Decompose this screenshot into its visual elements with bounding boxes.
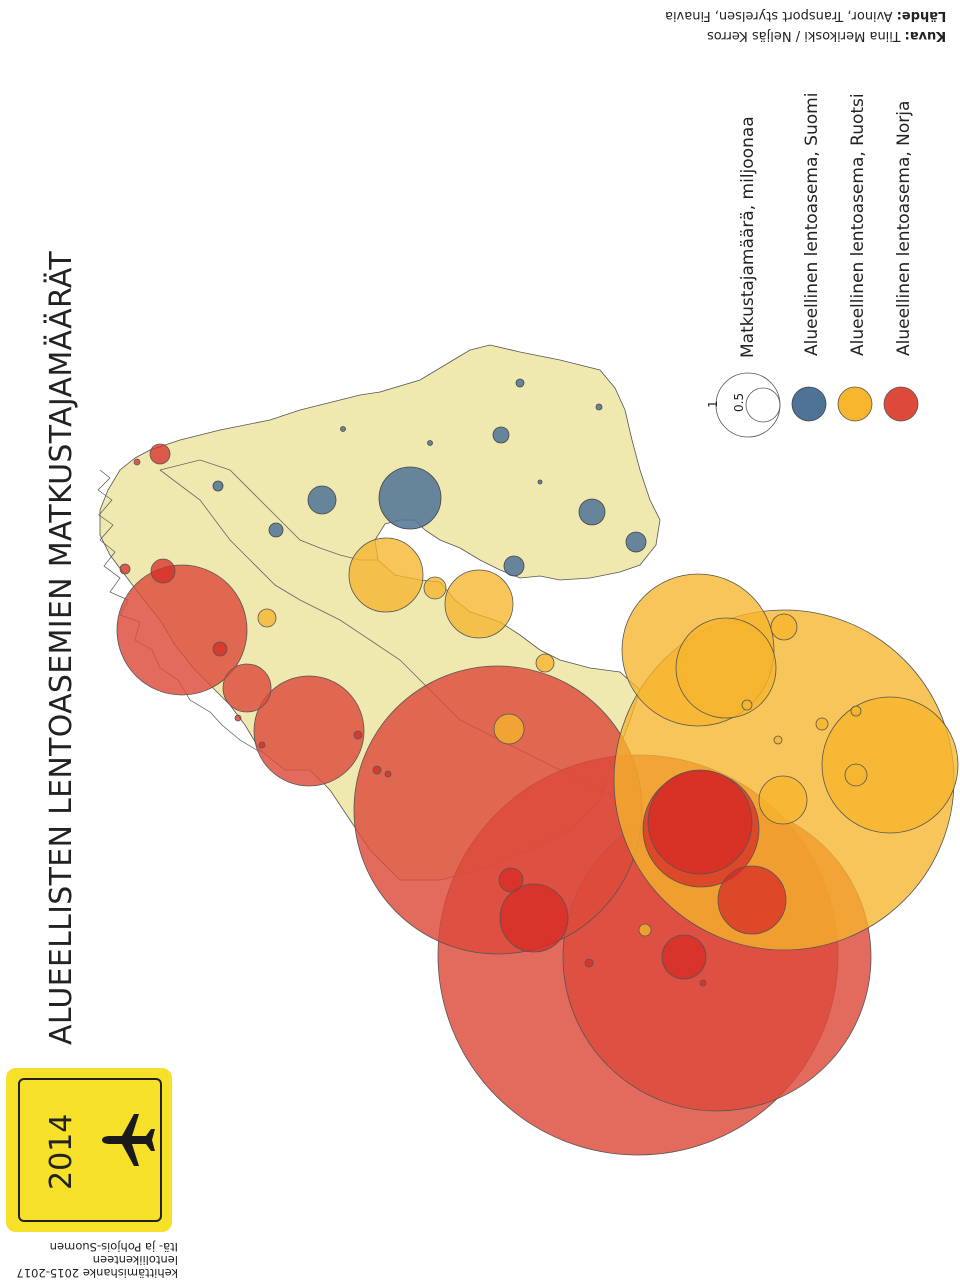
finland-airports [212,378,647,577]
project-line-3: kehittämishanke 2015-2017 [16,1266,178,1280]
airport-marker [222,663,272,713]
legend-swatch-finland [791,386,827,422]
airport-marker [133,458,141,466]
norway-airports-top [119,443,787,987]
airport-marker [119,563,131,575]
airport-marker [268,522,284,538]
airport-marker [427,440,433,446]
airport-marker [844,763,868,787]
airport-marker [675,617,777,719]
credit-lahde-label: Lähde: [896,8,946,23]
map-title: ALUEELLISTEN LENTOASEMIEN MATKUSTAJAMÄÄR… [44,250,79,1045]
legend-label-finland: Alueellinen lentoasema, Suomi [802,92,822,356]
airport-marker [258,741,266,749]
airport-marker [444,569,514,639]
legend-size-title: Matkustajamäärä, miljoonaa [738,116,758,358]
airport-marker [307,485,337,515]
project-line-1: Itä- ja Pohjois-Suomen [49,1240,178,1254]
airport-marker [647,769,753,875]
airport-marker [353,730,363,740]
legend-size-circle-large [715,372,781,438]
airport-marker [340,426,346,432]
airport-marker [503,555,525,577]
project-text: kehittämishanke 2015-2017 lentoliikentee… [8,1240,178,1280]
airport-marker [699,979,707,987]
airport-marker [578,498,606,526]
airport-marker [815,717,829,731]
airport-marker [535,653,555,673]
airport-marker [758,775,808,825]
airport-marker [257,608,277,628]
airport-marker [717,865,787,935]
airport-marker [150,558,176,584]
airport-marker [348,537,424,613]
airport-marker [212,641,228,657]
credit-lahde: Lähde: Avinor, Transport styrelsen, Fina… [665,8,946,23]
airport-marker [821,696,959,834]
credit-lahde-value: Avinor, Transport styrelsen, Finavia [664,8,893,23]
airport-marker [378,466,442,530]
year-badge [6,1068,172,1232]
airport-marker [116,564,248,696]
airport-marker [638,923,652,937]
legend-swatch-norway [883,386,919,422]
airport-marker [493,713,525,745]
airport-marker [537,479,543,485]
airport-marker [773,735,783,745]
legend-swatch-sweden [837,386,873,422]
credit-kuva-value: Tiina Merikoski / Neljäs Kerros [706,28,901,43]
airport-marker [149,443,171,465]
airport-marker [850,705,862,717]
legend-label-sweden: Alueellinen lentoasema, Ruotsi [848,93,868,356]
airport-marker [253,675,365,787]
airport-marker [584,958,594,968]
airplane-icon [102,1114,155,1166]
airport-marker [661,934,707,980]
airport-marker [234,714,242,722]
airport-marker [423,576,447,600]
airport-marker [353,665,643,955]
airport-marker [499,883,569,953]
airport-marker [741,699,753,711]
airport-marker [492,426,510,444]
badge-year: 2014 [44,1113,79,1190]
airport-marker [212,480,224,492]
airport-marker [595,403,603,411]
airport-marker [498,867,524,893]
legend-label-norway: Alueellinen lentoasema, Norja [894,100,914,356]
project-line-2: lentoliikenteen [92,1253,178,1267]
credit-kuva: Kuva: Tiina Merikoski / Neljäs Kerros [707,28,946,43]
airport-marker [372,765,382,775]
airport-marker [770,613,798,641]
legend-size-value-0-5: 0.5 [732,392,746,412]
legend-size-symbols [715,372,781,438]
credit-kuva-label: Kuva: [904,28,946,43]
year-badge-frame [18,1078,162,1222]
airport-marker [625,531,647,553]
airport-marker [515,378,525,388]
airport-marker [384,770,392,778]
legend-size-circle-small [745,387,781,423]
legend-size-value-1: 1 [706,400,720,408]
